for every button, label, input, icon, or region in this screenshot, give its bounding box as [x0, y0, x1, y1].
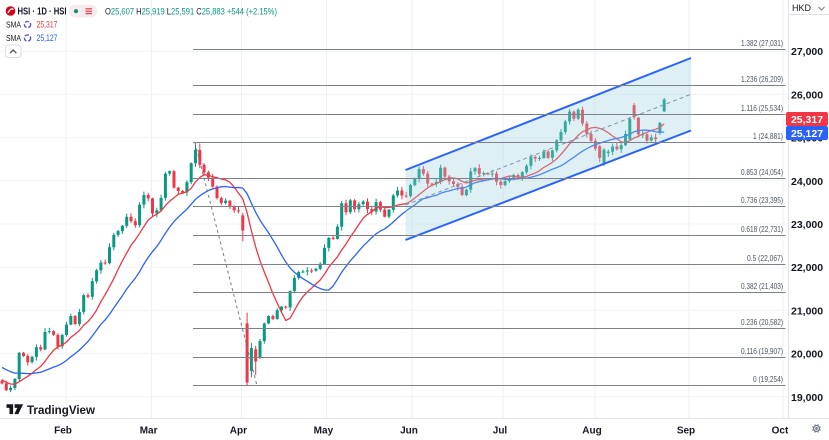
svg-text:0.853 (24,054): 0.853 (24,054) — [741, 167, 783, 177]
svg-text:25,127: 25,127 — [37, 33, 58, 44]
svg-text:Aug: Aug — [582, 426, 601, 437]
svg-text:19,000: 19,000 — [791, 392, 823, 404]
svg-text:22,000: 22,000 — [791, 262, 823, 274]
svg-text:25,127: 25,127 — [791, 128, 823, 140]
svg-text:Jul: Jul — [493, 426, 508, 437]
svg-text:HSI · 1D · HSI: HSI · 1D · HSI — [18, 6, 67, 18]
svg-text:0 (19,254): 0 (19,254) — [753, 374, 783, 384]
svg-text:23,000: 23,000 — [791, 219, 823, 231]
svg-text:1.382 (27,031): 1.382 (27,031) — [741, 38, 783, 48]
svg-text:TradingView: TradingView — [27, 403, 95, 417]
svg-text:25,317: 25,317 — [791, 114, 823, 126]
svg-text:SMA: SMA — [6, 21, 22, 30]
svg-text:Mar: Mar — [140, 426, 158, 437]
svg-text:Apr: Apr — [230, 426, 247, 437]
svg-text:May: May — [314, 426, 334, 437]
svg-text:Jun: Jun — [400, 426, 418, 437]
svg-text:SMA: SMA — [6, 34, 22, 43]
svg-text:HKD: HKD — [792, 3, 812, 13]
svg-text:0.5 (22,067): 0.5 (22,067) — [747, 253, 783, 263]
svg-text:0.236 (20,582): 0.236 (20,582) — [741, 317, 783, 327]
svg-text:0.736 (23,395): 0.736 (23,395) — [741, 195, 783, 205]
svg-text:25,317: 25,317 — [37, 20, 58, 31]
svg-text:Sep: Sep — [677, 426, 695, 437]
svg-text:Feb: Feb — [54, 426, 72, 437]
svg-text:O25,607 H25,919 L25,591 C25,88: O25,607 H25,919 L25,591 C25,883 +544 (+2… — [105, 7, 277, 17]
svg-text:Oct: Oct — [772, 426, 789, 437]
svg-text:27,000: 27,000 — [791, 46, 823, 58]
svg-text:1.236 (26,209): 1.236 (26,209) — [741, 74, 783, 84]
svg-text:1.116 (25,534): 1.116 (25,534) — [741, 103, 783, 113]
svg-text:26,000: 26,000 — [791, 89, 823, 101]
svg-text:21,000: 21,000 — [791, 305, 823, 317]
svg-text:20,000: 20,000 — [791, 349, 823, 361]
svg-text:1 (24,881): 1 (24,881) — [753, 131, 783, 141]
svg-text:0.618 (22,731): 0.618 (22,731) — [741, 224, 783, 234]
svg-text:0.116 (19,907): 0.116 (19,907) — [741, 346, 783, 356]
svg-text:0.382 (21,403): 0.382 (21,403) — [741, 281, 783, 291]
svg-text:24,000: 24,000 — [791, 176, 823, 188]
